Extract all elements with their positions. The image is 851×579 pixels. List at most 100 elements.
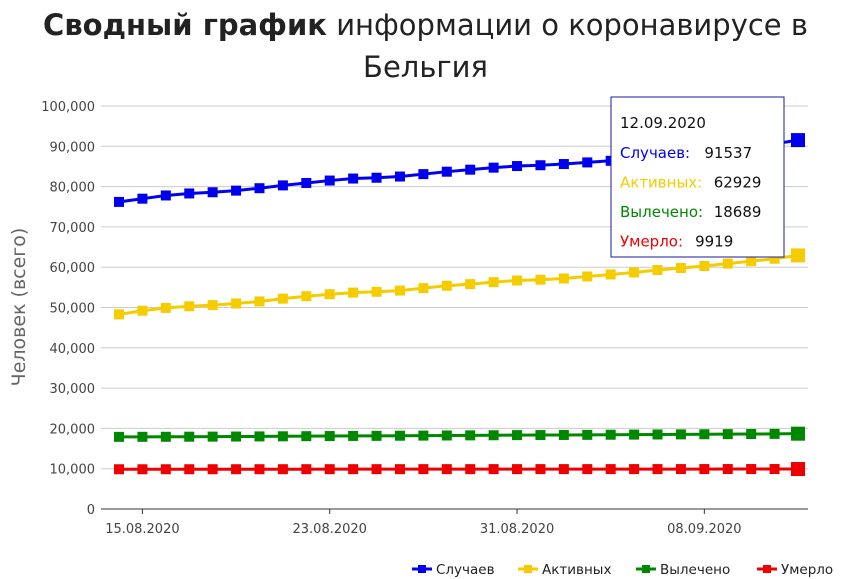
data-point bbox=[231, 298, 242, 309]
data-point bbox=[324, 175, 335, 186]
data-point bbox=[418, 283, 429, 294]
data-point bbox=[652, 464, 663, 475]
data-point bbox=[324, 431, 335, 442]
data-point bbox=[582, 157, 593, 168]
data-point bbox=[605, 429, 616, 440]
data-point bbox=[605, 269, 616, 280]
data-point bbox=[512, 464, 523, 475]
data-point bbox=[558, 159, 569, 170]
legend-label: Умерло bbox=[781, 562, 833, 578]
chart-title-bold: Сводный график bbox=[43, 8, 327, 42]
data-point bbox=[769, 428, 780, 439]
data-point bbox=[769, 464, 780, 475]
tooltip-value: 62929 bbox=[714, 174, 762, 192]
data-point bbox=[254, 464, 265, 475]
data-point bbox=[488, 277, 499, 288]
data-point-highlight bbox=[791, 426, 805, 441]
series-line bbox=[118, 253, 799, 316]
data-point bbox=[746, 464, 757, 475]
data-point bbox=[254, 296, 265, 307]
data-point bbox=[348, 430, 359, 441]
data-point bbox=[207, 431, 218, 442]
data-point bbox=[301, 431, 312, 442]
data-point bbox=[207, 464, 218, 475]
data-point bbox=[371, 172, 382, 183]
data-point bbox=[605, 464, 616, 475]
data-point bbox=[301, 464, 312, 475]
data-point bbox=[418, 430, 429, 441]
data-point bbox=[277, 180, 288, 191]
x-tick-label: 08.09.2020 bbox=[667, 522, 741, 537]
data-point bbox=[277, 464, 288, 475]
data-point bbox=[441, 166, 452, 177]
x-tick-label: 23.08.2020 bbox=[293, 522, 367, 537]
data-point bbox=[137, 431, 148, 442]
data-point bbox=[324, 289, 335, 300]
data-point bbox=[371, 464, 382, 475]
data-point bbox=[394, 171, 405, 182]
data-point bbox=[184, 301, 195, 312]
tooltip-label: Случаев: bbox=[620, 144, 690, 162]
y-tick-label: 30,000 bbox=[50, 382, 96, 397]
data-point bbox=[394, 464, 405, 475]
data-point bbox=[114, 464, 124, 475]
y-tick-label: 80,000 bbox=[50, 181, 96, 196]
data-point bbox=[394, 285, 405, 296]
data-point bbox=[231, 431, 242, 442]
data-point bbox=[348, 173, 359, 184]
data-point bbox=[652, 265, 663, 276]
y-tick-label: 70,000 bbox=[50, 221, 96, 236]
data-point bbox=[535, 464, 546, 475]
data-point bbox=[465, 430, 476, 441]
series-line bbox=[118, 432, 799, 439]
data-point bbox=[207, 187, 218, 198]
data-point bbox=[488, 430, 499, 441]
data-point bbox=[558, 273, 569, 284]
y-tick-label: 50,000 bbox=[50, 302, 96, 317]
data-point bbox=[277, 431, 288, 442]
data-point bbox=[558, 429, 569, 440]
y-tick-label: 10,000 bbox=[50, 463, 96, 478]
data-point bbox=[722, 258, 733, 269]
y-tick-label: 60,000 bbox=[50, 261, 96, 276]
data-point bbox=[348, 287, 359, 298]
data-point bbox=[114, 309, 124, 320]
data-point bbox=[512, 275, 523, 286]
legend-label: Вылечено bbox=[660, 562, 730, 578]
chart-title: Сводный график информации о коронавирусе… bbox=[0, 4, 851, 88]
data-point bbox=[512, 430, 523, 441]
data-point bbox=[629, 464, 640, 475]
data-point bbox=[301, 177, 312, 188]
data-point bbox=[769, 253, 780, 264]
data-point bbox=[324, 464, 335, 475]
legend-label: Случаев bbox=[436, 562, 495, 578]
data-point bbox=[160, 464, 171, 475]
data-point bbox=[699, 260, 710, 271]
y-tick-label: 90,000 bbox=[50, 140, 96, 155]
chart-title-rest: информации о коронавирусе в Бельгия bbox=[336, 8, 808, 84]
data-point bbox=[231, 464, 242, 475]
data-point bbox=[488, 162, 499, 173]
data-point bbox=[675, 464, 686, 475]
data-point bbox=[418, 169, 429, 180]
data-point bbox=[582, 464, 593, 475]
data-point bbox=[160, 302, 171, 313]
data-point bbox=[629, 429, 640, 440]
data-point bbox=[184, 431, 195, 442]
data-point bbox=[371, 430, 382, 441]
data-point bbox=[137, 464, 148, 475]
data-point bbox=[675, 263, 686, 274]
data-point bbox=[418, 464, 429, 475]
data-point bbox=[441, 430, 452, 441]
x-tick-label: 15.08.2020 bbox=[105, 522, 179, 537]
data-point bbox=[629, 267, 640, 278]
data-point-highlight bbox=[791, 133, 805, 148]
data-point bbox=[675, 429, 686, 440]
data-point bbox=[652, 429, 663, 440]
tooltip-label: Вылечено: bbox=[620, 203, 703, 221]
data-point bbox=[114, 431, 124, 442]
data-point bbox=[535, 274, 546, 285]
data-point bbox=[465, 464, 476, 475]
data-point bbox=[254, 183, 265, 194]
